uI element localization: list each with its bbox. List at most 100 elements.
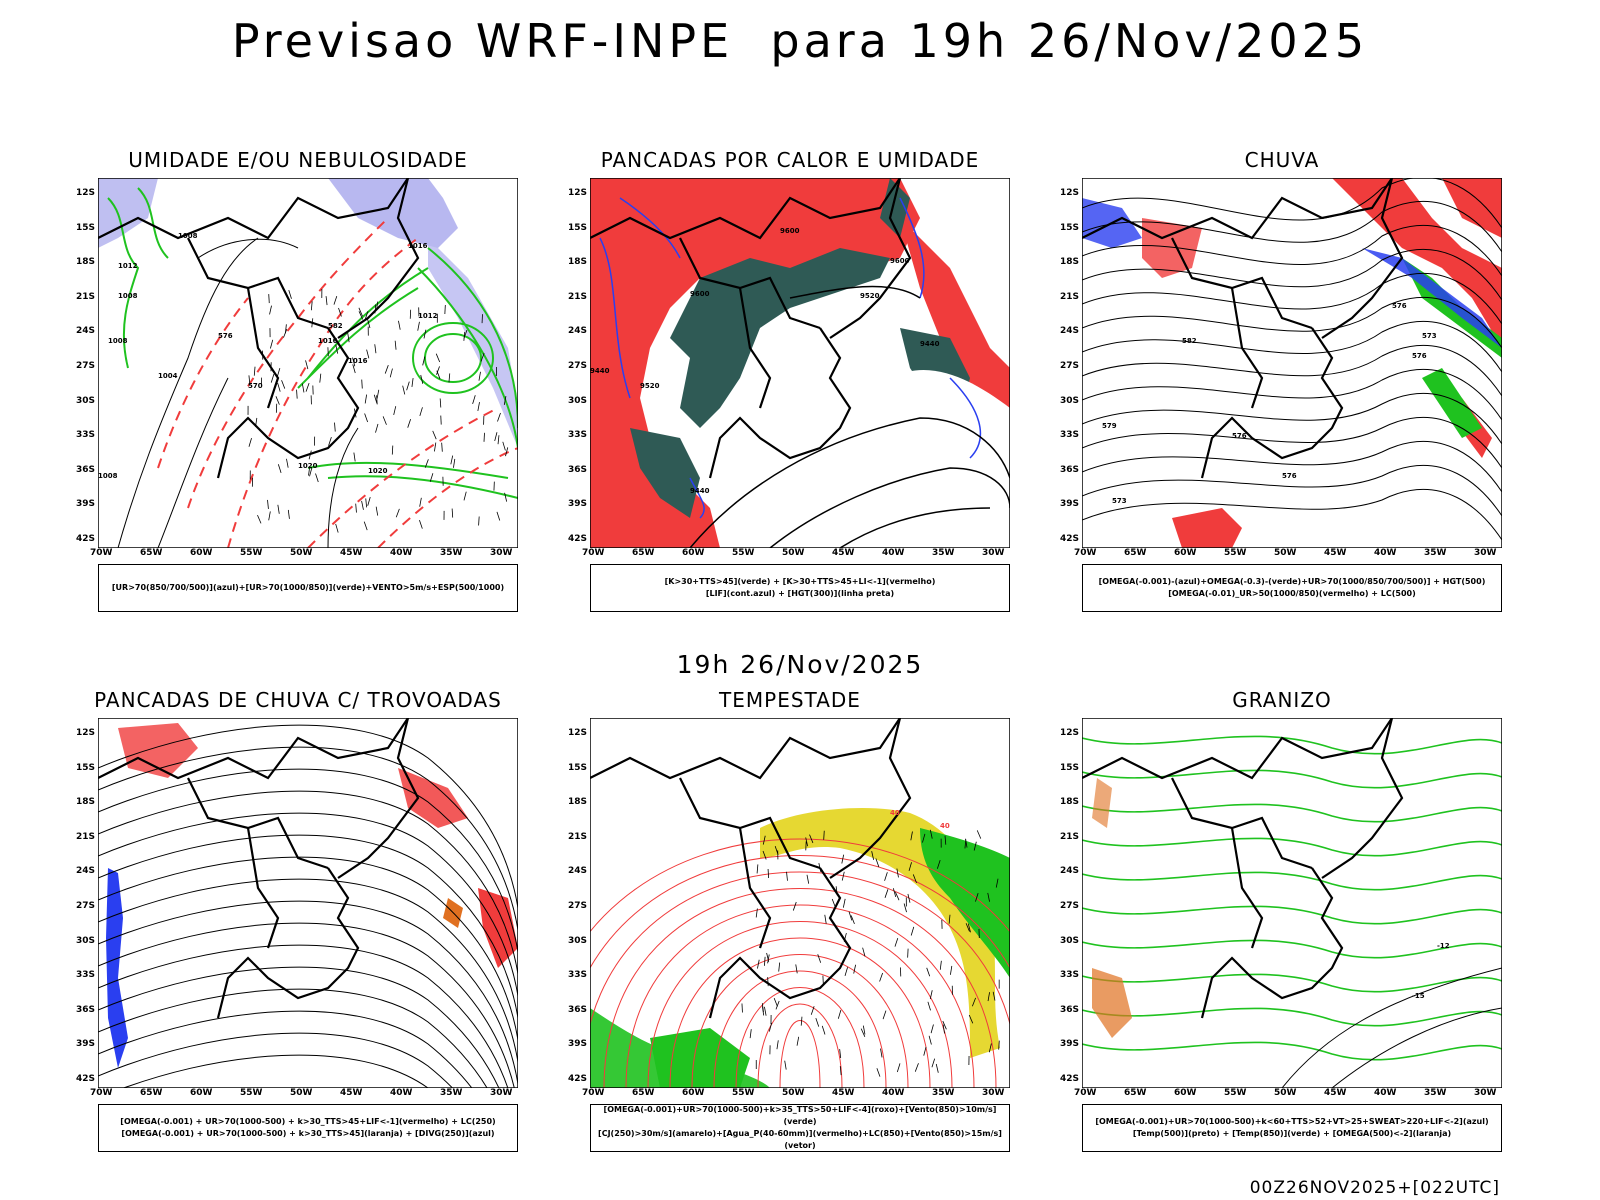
lon-label: 50W	[1274, 548, 1297, 558]
lon-label: 70W	[1074, 1088, 1097, 1098]
contour-value-label: 579	[1102, 422, 1117, 430]
wind-vector	[361, 500, 364, 510]
wind-vector	[277, 504, 280, 514]
lon-label: 35W	[932, 1088, 955, 1098]
contour-value-label: 9600	[890, 257, 910, 265]
map-chuva: 582 576 576 573 576 579 573 576 12S 15S 18S 21S 24S…	[1060, 176, 1503, 558]
lat-label: 24S	[568, 866, 588, 877]
wind-vector	[862, 947, 866, 957]
wind-vector	[896, 1063, 901, 1073]
lon-label: 70W	[90, 1088, 113, 1098]
wind-vector	[837, 1010, 842, 1019]
wind-vector	[277, 382, 281, 392]
wind-vector	[270, 339, 274, 349]
wind-vector	[839, 1066, 842, 1076]
lat-label: 12S	[1060, 188, 1080, 198]
legend-umidade: [UR>70(850/700/500)](azul)+[UR>70(1000/8…	[98, 564, 518, 612]
lat-label: 21S	[1060, 831, 1080, 842]
lat-label: 39S	[1060, 1039, 1080, 1050]
lon-label: 30W	[1474, 1088, 1497, 1098]
wind-vector	[375, 506, 379, 516]
wind-vector	[478, 371, 481, 381]
lon-label: 40W	[1374, 1088, 1397, 1098]
wind-vector	[757, 959, 760, 969]
wind-vector	[376, 395, 378, 405]
wind-vector	[942, 1020, 947, 1030]
wind-vector	[281, 380, 286, 389]
contour-line	[713, 970, 887, 1089]
wind-vector	[435, 353, 441, 363]
lat-label: 39S	[76, 499, 96, 510]
contour-line	[1081, 344, 1503, 397]
wind-vector	[930, 1024, 934, 1034]
lat-label: 30S	[568, 935, 588, 946]
wind-vector	[309, 467, 313, 477]
contour-line	[97, 812, 519, 997]
lon-label: 65W	[1124, 548, 1147, 558]
wind-vector	[402, 385, 406, 395]
wind-vector	[477, 402, 480, 412]
wind-vector	[764, 956, 766, 966]
contour-value-label: 9440	[920, 340, 940, 348]
legend-trovoadas: [OMEGA(-0.001) + UR>70(1000-500) + k>30_…	[98, 1104, 518, 1152]
lon-label: 55W	[1224, 1088, 1247, 1098]
contour-line	[1081, 200, 1503, 253]
wind-vector	[355, 503, 357, 513]
wind-vector	[296, 389, 298, 399]
contour-value-label: 1016	[348, 357, 368, 365]
contour-line	[647, 921, 953, 1089]
wind-vector	[755, 908, 758, 918]
wind-vector	[987, 892, 990, 902]
contour-value-label: 1008	[98, 472, 118, 480]
lon-label: 70W	[582, 1088, 605, 1098]
wind-vector	[879, 972, 884, 982]
contour-line	[97, 724, 519, 909]
contour-line	[97, 878, 519, 1063]
lat-label: 30S	[568, 395, 588, 406]
wind-vector	[463, 331, 466, 341]
lon-label: 55W	[240, 548, 263, 558]
contour-line	[97, 856, 519, 1041]
wind-vector	[276, 368, 281, 377]
lon-label: 40W	[390, 1088, 413, 1098]
wind-vector	[285, 324, 287, 334]
wind-vector	[275, 396, 280, 405]
wind-vector	[912, 874, 917, 883]
lat-label: 21S	[568, 291, 588, 302]
contour-line	[97, 834, 519, 1019]
contour-line	[757, 1003, 843, 1089]
lon-label: 30W	[982, 1088, 1005, 1098]
lat-label: 27S	[76, 901, 96, 911]
wind-vector	[364, 413, 369, 423]
wind-vector	[776, 1040, 779, 1050]
lon-label: 65W	[1124, 1088, 1147, 1098]
main-title: Previsao WRF-INPE para 19h 26/Nov/2025	[231, 14, 1369, 68]
panel-title: TEMPESTADE	[719, 688, 861, 712]
wind-vector	[502, 441, 506, 451]
lat-label: 36S	[1060, 1004, 1080, 1015]
wind-vector	[948, 914, 951, 924]
lon-label: 30W	[982, 548, 1005, 558]
wind-vector	[882, 1010, 887, 1020]
wind-vector	[992, 991, 996, 1001]
lat-label: 36S	[568, 1004, 588, 1015]
wind-vector	[971, 997, 976, 1007]
lon-label: 30W	[1474, 548, 1497, 558]
contour-line	[669, 937, 931, 1089]
wind-vector	[842, 898, 846, 908]
lon-label: 40W	[390, 548, 413, 558]
lat-label: 24S	[1060, 326, 1080, 337]
lat-label: 21S	[76, 831, 96, 842]
lon-label: 30W	[490, 548, 513, 558]
contour-value-label: 1016	[318, 337, 338, 345]
wind-vector	[267, 499, 269, 509]
contour-line	[603, 888, 997, 1089]
legend-line: [Temp(500)](preto) + [Temp(850)](verde) …	[1132, 1129, 1452, 1138]
contour-value-label: 573	[1112, 497, 1127, 505]
lat-label: 24S	[568, 326, 588, 337]
wind-vector	[784, 1060, 787, 1070]
contour-line	[1081, 248, 1503, 301]
contour-value-label: 576	[1232, 432, 1247, 440]
contour-line	[97, 790, 519, 975]
wind-vector	[767, 977, 769, 987]
